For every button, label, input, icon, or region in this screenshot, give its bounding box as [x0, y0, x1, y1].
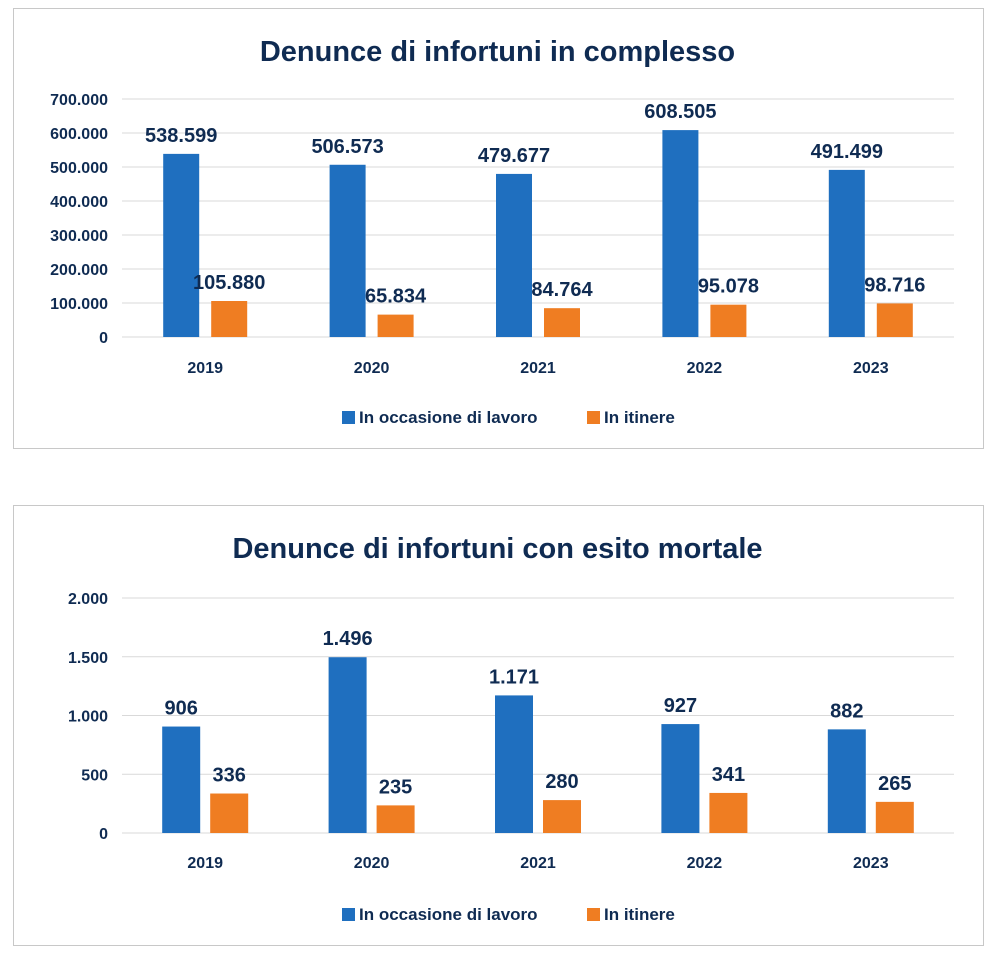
data-label-commute: 336 [213, 765, 246, 787]
legend-label-commute: In itinere [604, 408, 675, 427]
bar-commute [544, 308, 580, 337]
x-tick-label: 2019 [187, 855, 223, 872]
x-tick-label: 2022 [687, 855, 723, 872]
data-label-work: 906 [165, 698, 198, 720]
x-tick-label: 2023 [853, 855, 889, 872]
data-label-work: 479.677 [478, 145, 550, 167]
x-tick-label: 2020 [354, 855, 390, 872]
bar-commute [543, 800, 581, 833]
legend-swatch-commute [587, 411, 600, 424]
bar-work [827, 729, 866, 833]
data-label-work: 1.171 [489, 666, 539, 688]
bar-commute [211, 301, 248, 337]
y-tick-label: 200.000 [50, 262, 108, 279]
x-tick-label: 2022 [687, 360, 723, 377]
chart-title: Denunce di infortuni con esito mortale [232, 533, 762, 565]
bar-commute [709, 792, 748, 833]
bar-work [329, 164, 366, 337]
x-tick-label: 2021 [520, 360, 556, 377]
data-label-work: 1.496 [323, 628, 373, 650]
bar-work [496, 173, 532, 337]
legend-swatch-commute [587, 908, 600, 921]
bar-commute [710, 304, 747, 337]
y-tick-label: 500 [81, 767, 108, 784]
legend-label-work: In occasione di lavoro [359, 905, 538, 924]
data-label-commute: 265 [878, 773, 911, 795]
data-label-work: 538.599 [145, 125, 217, 147]
legend-swatch-work [342, 411, 355, 424]
y-tick-label: 500.000 [50, 160, 108, 177]
bar-work [661, 724, 700, 833]
chart-accidents-total: Denunce di infortuni in complesso 0 100.00… [13, 8, 984, 449]
y-tick-label: 1.500 [68, 650, 108, 667]
bar-commute [376, 805, 415, 833]
data-label-work: 608.505 [644, 101, 716, 123]
x-tick-label: 2021 [520, 855, 556, 872]
y-tick-label: 700.000 [50, 92, 108, 109]
data-label-commute: 84.764 [531, 279, 593, 301]
bar-commute [876, 303, 913, 337]
legend-label-commute: In itinere [604, 905, 675, 924]
data-label-commute: 65.834 [365, 286, 427, 308]
chart-accidents-fatal-svg: Denunce di infortuni con esito mortale 0 5… [68, 533, 954, 924]
bar-commute [875, 801, 914, 833]
legend-label-work: In occasione di lavoro [359, 408, 538, 427]
data-label-work: 882 [830, 700, 863, 722]
chart-accidents-fatal: Denunce di infortuni con esito mortale 0 5… [13, 505, 984, 946]
y-tick-label: 2.000 [68, 591, 108, 608]
data-label-work: 927 [664, 695, 697, 717]
data-label-commute: 341 [712, 764, 745, 786]
y-tick-label: 0 [99, 330, 108, 347]
x-tick-label: 2020 [354, 360, 390, 377]
bar-work [162, 726, 201, 833]
bar-commute [210, 793, 249, 833]
y-tick-label: 300.000 [50, 228, 108, 245]
chart-title: Denunce di infortuni in complesso [260, 36, 735, 68]
y-tick-label: 400.000 [50, 194, 108, 211]
y-tick-label: 1.000 [68, 709, 108, 726]
bar-work [163, 153, 200, 337]
x-tick-label: 2023 [853, 360, 889, 377]
y-tick-label: 600.000 [50, 126, 108, 143]
data-label-commute: 98.716 [864, 274, 925, 296]
bar-work [495, 695, 533, 833]
data-label-commute: 95.078 [698, 276, 759, 298]
data-label-commute: 235 [379, 776, 412, 798]
y-tick-label: 100.000 [50, 296, 108, 313]
y-tick-label: 0 [99, 826, 108, 843]
bar-commute [377, 314, 414, 337]
data-label-commute: 105.880 [193, 272, 265, 294]
x-tick-label: 2019 [187, 360, 223, 377]
data-label-work: 491.499 [811, 141, 883, 163]
data-label-work: 506.573 [311, 136, 383, 158]
chart-accidents-total-svg: Denunce di infortuni in complesso 0 100.00… [50, 36, 954, 427]
data-label-commute: 280 [545, 771, 578, 793]
bar-work [328, 657, 367, 833]
bar-work [662, 130, 699, 337]
bar-work [828, 169, 865, 337]
legend-swatch-work [342, 908, 355, 921]
